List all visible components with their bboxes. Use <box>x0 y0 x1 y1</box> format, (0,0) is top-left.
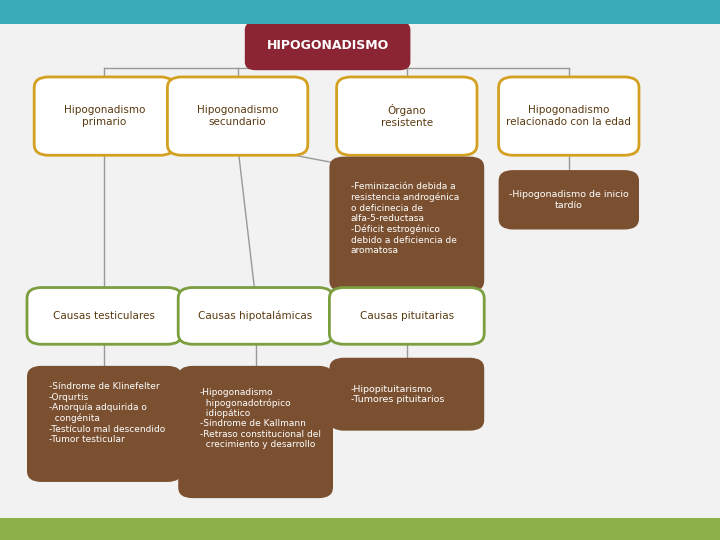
Text: -Hipopituitarismo
-Tumores pituitarios: -Hipopituitarismo -Tumores pituitarios <box>351 384 444 404</box>
Text: HIPOGONADISMO: HIPOGONADISMO <box>266 39 389 52</box>
FancyBboxPatch shape <box>498 170 639 230</box>
Text: Causas pituitarias: Causas pituitarias <box>360 311 454 321</box>
FancyBboxPatch shape <box>27 366 181 482</box>
Text: -Hipogonadismo
  hipogonadotrópico
  idiopático
-Síndrome de Kallmann
-Retraso c: -Hipogonadismo hipogonadotrópico idiopát… <box>199 388 321 449</box>
FancyBboxPatch shape <box>245 22 410 70</box>
Text: -Feminización debida a
resistencia androgénica
o deficinecia de
alfa-5-reductasa: -Feminización debida a resistencia andro… <box>351 183 459 255</box>
FancyBboxPatch shape <box>179 287 333 345</box>
FancyBboxPatch shape <box>167 77 308 156</box>
FancyBboxPatch shape <box>329 287 484 345</box>
Text: -Hipogonadismo de inicio
tardío: -Hipogonadismo de inicio tardío <box>509 190 629 210</box>
Text: Causas testiculares: Causas testiculares <box>53 311 156 321</box>
FancyBboxPatch shape <box>336 77 477 156</box>
Text: -Síndrome de Klinefelter
-Orqurtis
-Anorquía adquirida o
  congénita
-Testículo : -Síndrome de Klinefelter -Orqurtis -Anor… <box>48 382 165 444</box>
Text: Hipogonadismo
secundario: Hipogonadismo secundario <box>197 105 279 127</box>
FancyBboxPatch shape <box>27 287 181 345</box>
Text: Causas hipotalámicas: Causas hipotalámicas <box>199 310 312 321</box>
FancyBboxPatch shape <box>179 366 333 498</box>
FancyBboxPatch shape <box>0 518 720 540</box>
FancyBboxPatch shape <box>329 357 484 431</box>
Text: Hipogonadismo
primario: Hipogonadismo primario <box>63 105 145 127</box>
Text: Hipogonadismo
relacionado con la edad: Hipogonadismo relacionado con la edad <box>506 105 631 127</box>
Text: Órgano
resistente: Órgano resistente <box>381 104 433 128</box>
FancyBboxPatch shape <box>329 157 484 292</box>
FancyBboxPatch shape <box>34 77 174 156</box>
FancyBboxPatch shape <box>498 77 639 156</box>
FancyBboxPatch shape <box>0 0 720 24</box>
